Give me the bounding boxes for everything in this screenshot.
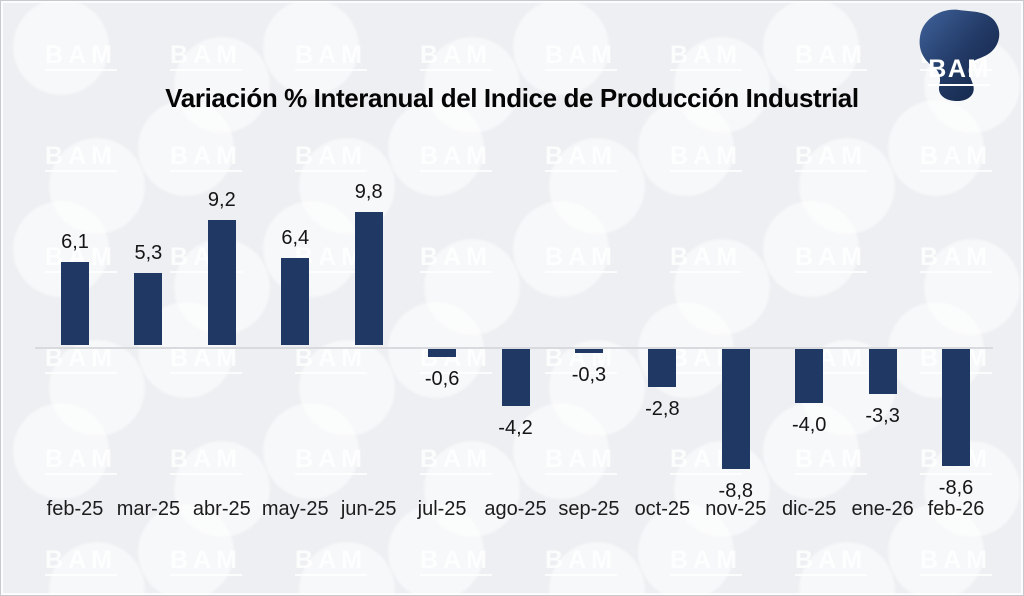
bar	[574, 349, 603, 354]
x-axis-label: feb-26	[927, 498, 985, 520]
bar	[721, 349, 750, 469]
bar-value-label: 9,8	[354, 180, 383, 203]
bar	[501, 349, 530, 407]
bar	[207, 219, 236, 345]
bar	[281, 257, 310, 345]
bar	[868, 349, 897, 394]
bar-value-label: -4,2	[498, 417, 533, 440]
zero-axis-line	[35, 347, 993, 349]
bar	[134, 272, 163, 345]
bar	[795, 349, 824, 404]
x-axis-label: feb-25	[46, 498, 104, 520]
bar-value-label: 9,2	[207, 188, 236, 211]
bar	[428, 349, 457, 358]
bar-value-label: 6,4	[281, 226, 310, 249]
x-axis-label: sep-25	[558, 498, 620, 520]
bar-value-label: -3,3	[865, 404, 900, 427]
bar	[648, 349, 677, 388]
bar-value-label: 5,3	[134, 241, 163, 264]
bar	[942, 349, 971, 466]
bam-logo: BAM	[913, 7, 1011, 102]
bar-value-label: -0,3	[571, 364, 607, 387]
bar-value-label: -0,6	[424, 368, 460, 391]
x-axis-label: may-25	[261, 498, 329, 520]
x-axis-label: dic-25	[781, 498, 837, 520]
bar-value-label: -8,6	[938, 476, 974, 499]
logo-text: BAM	[913, 55, 1005, 86]
page-title: Variación % Interanual del Indice de Pro…	[165, 83, 859, 113]
x-axis-label: jun-25	[340, 498, 397, 520]
bar-value-label: -2,8	[645, 398, 680, 421]
bar	[354, 211, 383, 345]
bar	[61, 262, 89, 345]
